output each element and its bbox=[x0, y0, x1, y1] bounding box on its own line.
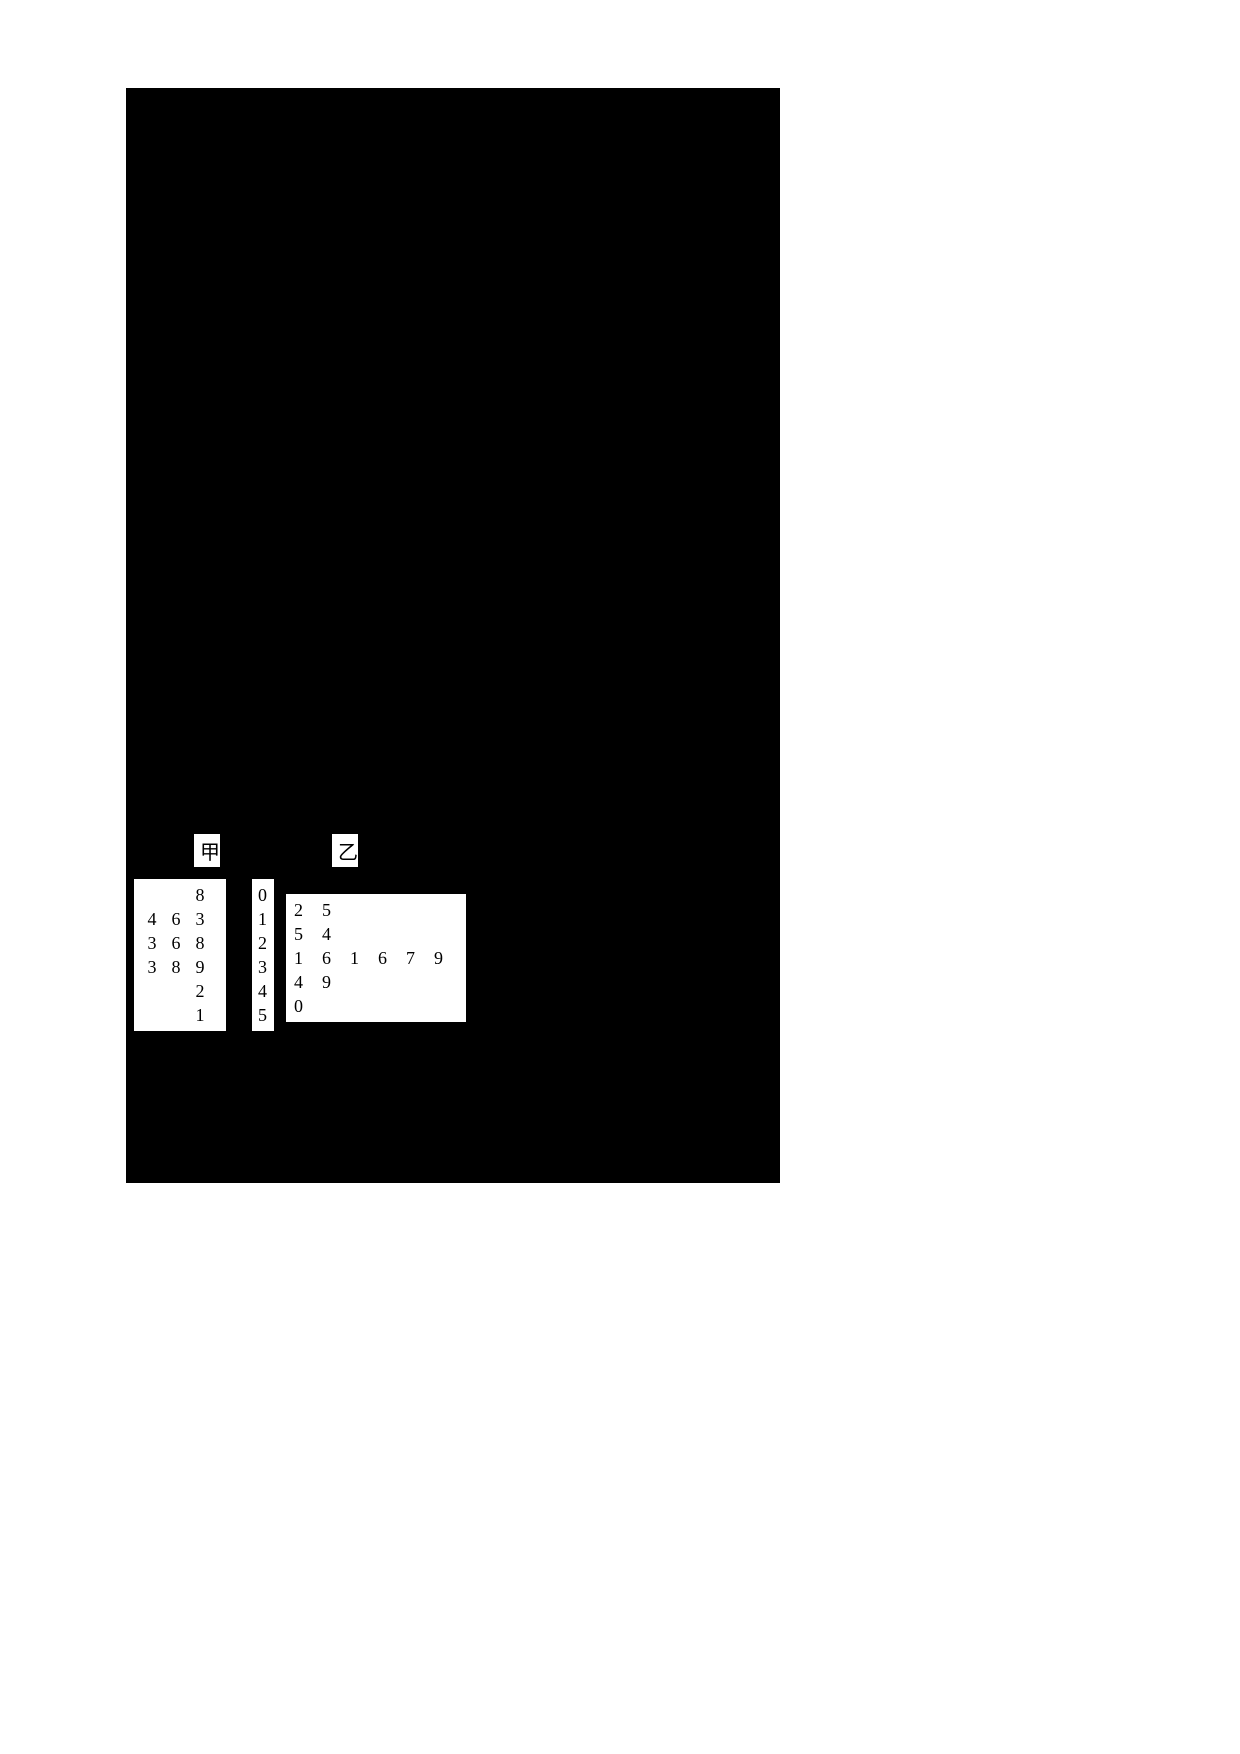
leaf-cell: 1 bbox=[292, 946, 320, 970]
right-row: 5 4 bbox=[292, 922, 460, 946]
leaf-cell: 3 bbox=[188, 907, 212, 931]
leaf-cell: 0 bbox=[292, 994, 320, 1018]
leaf-cell: 4 bbox=[292, 970, 320, 994]
stem-row: 3 bbox=[258, 955, 268, 979]
leaf-cell: 6 bbox=[320, 946, 348, 970]
stem-row: 2 bbox=[258, 931, 268, 955]
leaf-cell: 8 bbox=[188, 883, 212, 907]
leaf-cell: 9 bbox=[188, 955, 212, 979]
left-row: 3 8 9 bbox=[140, 955, 220, 979]
leaf-cell: 8 bbox=[188, 931, 212, 955]
left-row: 2 bbox=[140, 979, 220, 1003]
stem-cell: 3 bbox=[258, 955, 267, 979]
leaf-cell: 4 bbox=[320, 922, 348, 946]
leaf-cell: 8 bbox=[164, 955, 188, 979]
stem-cell: 0 bbox=[258, 883, 267, 907]
leaf-cell: 5 bbox=[292, 922, 320, 946]
leaf-cell: 3 bbox=[140, 955, 164, 979]
right-row: 1 6 1 6 7 9 bbox=[292, 946, 460, 970]
left-row: 1 bbox=[140, 1003, 220, 1027]
right-row: 4 9 bbox=[292, 970, 460, 994]
leaf-cell: 1 bbox=[188, 1003, 212, 1027]
stem-leaf-diagram: 甲 乙 8 4 6 3 3 6 8 3 8 9 2 bbox=[134, 834, 474, 1054]
stem-cell: 5 bbox=[258, 1003, 267, 1027]
leaf-cell: 1 bbox=[348, 946, 376, 970]
leaf-cell: 5 bbox=[320, 898, 348, 922]
leaf-cell: 7 bbox=[404, 946, 432, 970]
right-leaves-box: 2 5 5 4 1 6 1 6 7 9 4 9 bbox=[286, 894, 466, 1022]
right-row: 0 bbox=[292, 994, 460, 1018]
leaf-cell: 9 bbox=[320, 970, 348, 994]
label-right: 乙 bbox=[332, 834, 358, 867]
label-left: 甲 bbox=[194, 834, 220, 867]
leaf-cell: 2 bbox=[292, 898, 320, 922]
stem-cell: 4 bbox=[258, 979, 267, 1003]
leaf-cell: 6 bbox=[164, 931, 188, 955]
leaf-cell: 3 bbox=[140, 931, 164, 955]
stem-row: 4 bbox=[258, 979, 268, 1003]
leaf-cell: 9 bbox=[432, 946, 460, 970]
leaf-cell: 4 bbox=[140, 907, 164, 931]
left-row: 8 bbox=[140, 883, 220, 907]
left-leaves-box: 8 4 6 3 3 6 8 3 8 9 2 1 bbox=[134, 879, 226, 1031]
stem-row: 0 bbox=[258, 883, 268, 907]
leaf-cell: 2 bbox=[188, 979, 212, 1003]
stem-cell: 2 bbox=[258, 931, 267, 955]
stem-cell: 1 bbox=[258, 907, 267, 931]
left-row: 3 6 8 bbox=[140, 931, 220, 955]
stem-row: 5 bbox=[258, 1003, 268, 1027]
leaf-cell: 6 bbox=[376, 946, 404, 970]
leaf-cell: 6 bbox=[164, 907, 188, 931]
stem-box: 0 1 2 3 4 5 bbox=[252, 879, 274, 1031]
stem-row: 1 bbox=[258, 907, 268, 931]
left-row: 4 6 3 bbox=[140, 907, 220, 931]
right-row: 2 5 bbox=[292, 898, 460, 922]
